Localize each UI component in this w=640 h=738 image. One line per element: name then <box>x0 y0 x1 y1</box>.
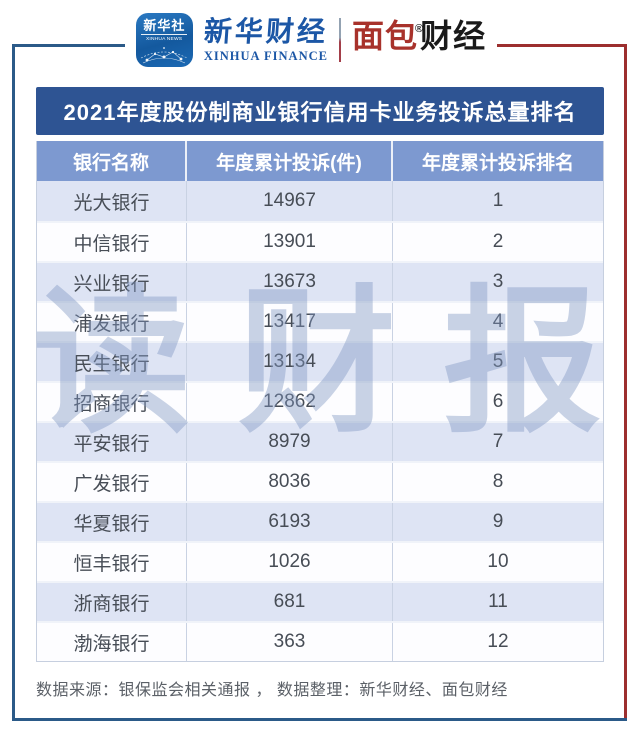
cell-complaint-count: 13134 <box>187 343 393 381</box>
table-row: 兴业银行 13673 3 <box>37 261 603 301</box>
table-row: 渤海银行 363 12 <box>37 621 603 661</box>
mianbao-logo-red-part: 面包 <box>351 18 418 54</box>
cell-bank-name: 光大银行 <box>37 181 187 221</box>
xinhua-news-app-icon: 新华社 XINHUA NEWS <box>135 13 193 67</box>
cell-rank: 3 <box>492 271 504 292</box>
table-row: 招商银行 12862 6 <box>37 381 603 421</box>
table-row: 浦发银行 13417 4 <box>37 301 603 341</box>
cell-complaint-count: 13673 <box>187 263 393 301</box>
cell-bank-name: 恒丰银行 <box>37 543 187 581</box>
mianbao-finance-logo: 面包®财经 <box>352 18 486 62</box>
cell-complaint-count: 6193 <box>187 503 393 541</box>
cell-complaint-count: 13901 <box>187 223 393 261</box>
table-row: 华夏银行 6193 9 <box>37 501 603 541</box>
xinhua-news-icon-label-en: XINHUA NEWS <box>146 36 183 42</box>
data-source-note: 数据来源：银保监会相关通报 ， 数据整理：新华财经、面包财经 <box>36 682 508 699</box>
cell-bank-name: 华夏银行 <box>37 503 187 541</box>
cell-bank-name: 浙商银行 <box>37 583 187 621</box>
cell-rank: 6 <box>492 391 504 412</box>
cell-complaint-count: 1026 <box>187 543 393 581</box>
table-row: 光大银行 14967 1 <box>37 181 603 221</box>
cell-rank: 8 <box>492 471 504 492</box>
logo-divider <box>338 18 341 62</box>
cell-bank-name: 浦发银行 <box>37 303 187 341</box>
frame-left-border <box>12 44 15 721</box>
table-row: 广发银行 8036 8 <box>37 461 603 501</box>
mianbao-logo-black-part: 财经 <box>420 18 487 54</box>
cell-rank: 12 <box>487 631 509 652</box>
column-header: 年度累计投诉(件) <box>187 141 393 181</box>
cell-bank-name: 民生银行 <box>37 343 187 381</box>
cell-complaint-count: 8036 <box>187 463 393 501</box>
cell-rank: 10 <box>487 551 509 572</box>
frame-bottom-border <box>12 718 627 721</box>
cell-bank-name: 兴业银行 <box>37 263 187 301</box>
globe-network-icon <box>141 47 188 64</box>
cell-rank: 4 <box>492 311 504 332</box>
table-row: 平安银行 8979 7 <box>37 421 603 461</box>
cell-rank: 9 <box>492 511 504 532</box>
xinhua-finance-en: XINHUA FINANCE <box>203 49 328 63</box>
column-header: 年度累计投诉排名 <box>421 152 574 174</box>
cell-bank-name: 渤海银行 <box>37 623 187 661</box>
cell-bank-name: 广发银行 <box>37 463 187 501</box>
cell-complaint-count: 363 <box>187 623 393 661</box>
cell-complaint-count: 8979 <box>187 423 393 461</box>
cell-rank: 11 <box>488 591 508 612</box>
complaints-table: 银行名称 年度累计投诉(件) 年度累计投诉排名 光大银行 14967 1 中信银行 1390… <box>36 141 604 662</box>
cell-rank: 7 <box>492 431 504 452</box>
xinhua-finance-logo: 新华财经 XINHUA FINANCE <box>202 16 330 64</box>
table-row: 浙商银行 681 11 <box>37 581 603 621</box>
cell-rank: 1 <box>492 190 504 211</box>
cell-complaint-count: 13417 <box>187 303 393 341</box>
cell-rank: 5 <box>492 351 504 372</box>
cell-rank: 2 <box>492 231 504 252</box>
column-header: 银行名称 <box>37 141 187 181</box>
registered-trademark-icon: ® <box>414 23 424 35</box>
watermark-dark-fragment: 读财报读财报 <box>606 0 640 738</box>
cell-complaint-count: 14967 <box>187 181 393 221</box>
table-header-row: 银行名称 年度累计投诉(件) 年度累计投诉排名 <box>37 141 603 181</box>
table-row: 中信银行 13901 2 <box>37 221 603 261</box>
table-body: 光大银行 14967 1 中信银行 13901 2 兴业银行 13673 3 浦发银行 13417 4… <box>37 181 603 661</box>
xinhua-news-icon-label-cn: 新华社 <box>141 18 188 35</box>
table-row: 恒丰银行 1026 10 <box>37 541 603 581</box>
brand-header: 新华社 XINHUA NEWS 新华财经 XINHUA FINANCE <box>125 4 497 76</box>
chart-title: 2021年度股份制商业银行信用卡业务投诉总量排名 <box>36 87 604 135</box>
frame-right-border <box>624 44 627 721</box>
cell-bank-name: 招商银行 <box>37 383 187 421</box>
cell-bank-name: 平安银行 <box>37 423 187 461</box>
cell-complaint-count: 681 <box>187 583 393 621</box>
xinhua-finance-cn: 新华财经 <box>202 16 330 47</box>
cell-bank-name: 中信银行 <box>37 223 187 261</box>
cell-complaint-count: 12862 <box>187 383 393 421</box>
table-row: 民生银行 13134 5 <box>37 341 603 381</box>
watermark-text: 读财报读财报 <box>606 284 640 442</box>
